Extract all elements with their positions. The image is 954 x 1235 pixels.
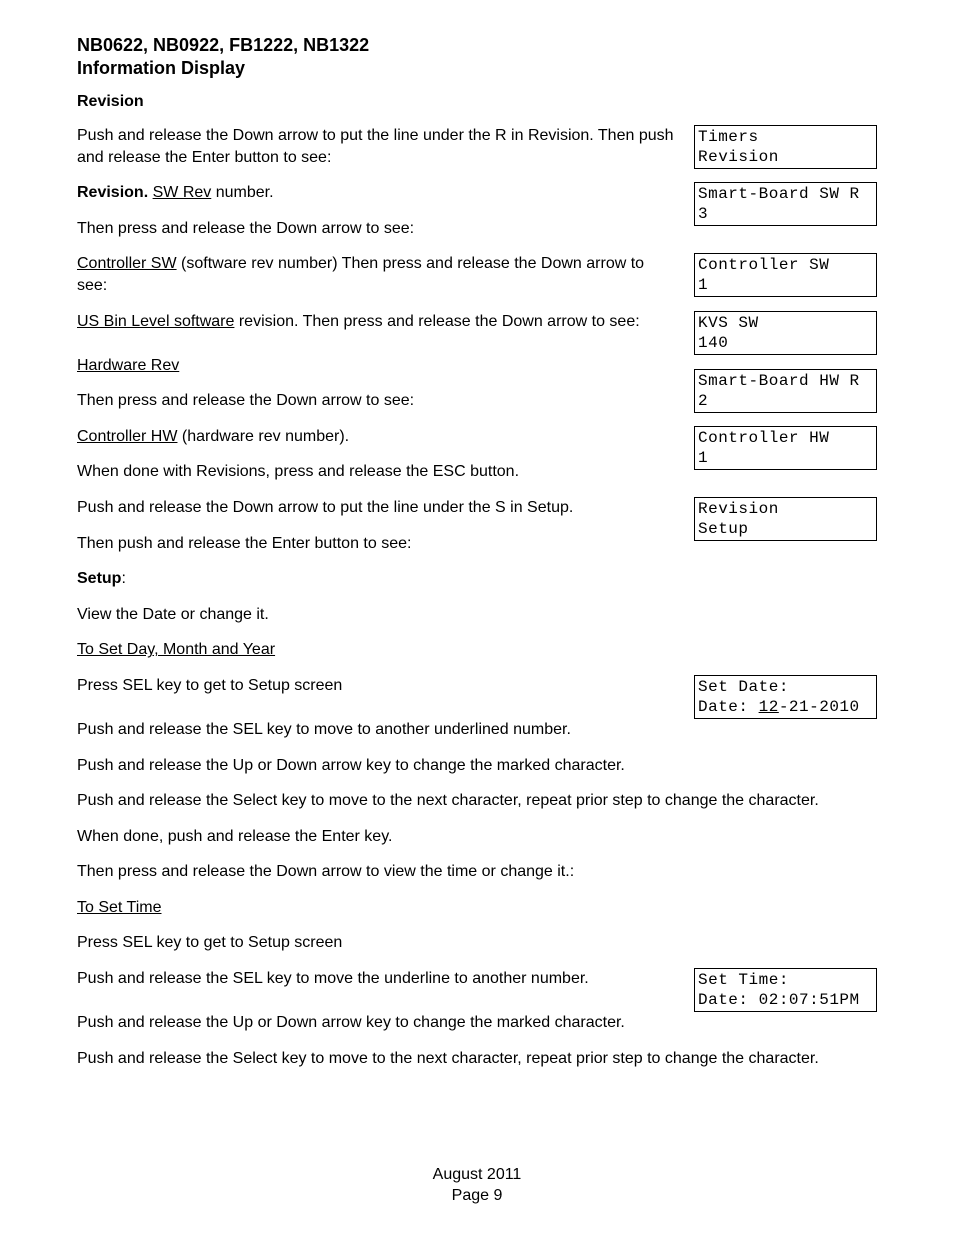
lcd-set-date: Set Date: Date: 12-21-2010 xyxy=(694,675,877,719)
page: NB0622, NB0922, FB1222, NB1322 Informati… xyxy=(0,0,954,1235)
para-enter: Then push and release the Enter button t… xyxy=(77,533,674,555)
para-view-date: View the Date or change it. xyxy=(77,604,879,626)
text-controllerhw-uline: Controller HW xyxy=(77,428,177,445)
para-sel-move-2: Push and release the SEL key to move the… xyxy=(77,968,674,990)
page-footer: August 2011 Page 9 xyxy=(0,1164,954,1207)
para-select-next-1: Push and release the Select key to move … xyxy=(77,790,879,812)
lcd-controller-sw: Controller SW 1 xyxy=(694,253,877,297)
text-usbin-uline: US Bin Level software xyxy=(77,313,234,330)
text-controllersw-uline: Controller SW xyxy=(77,255,177,272)
text-revision-bold: Revision. xyxy=(77,184,148,201)
para-revision-swrev: Revision. SW Rev number. xyxy=(77,182,674,204)
para-then-down-1: Then press and release the Down arrow to… xyxy=(77,218,674,240)
footer-date: August 2011 xyxy=(0,1164,954,1186)
lcd-set-date-l2a: Date: xyxy=(698,698,759,716)
para-updown-1: Push and release the Up or Down arrow ke… xyxy=(77,755,879,777)
text-setdate-uline: To Set Day, Month and Year xyxy=(77,641,275,658)
text-setup-colon: : xyxy=(121,570,125,587)
para-controller-hw: Controller HW (hardware rev number). xyxy=(77,426,674,448)
lcd-smartboard-hw: Smart-Board HW R 2 xyxy=(694,369,877,413)
para-esc: When done with Revisions, press and rele… xyxy=(77,461,674,483)
lcd-set-date-l1: Set Date: xyxy=(698,678,789,696)
para-setup-heading: Setup: xyxy=(77,568,879,590)
footer-page: Page 9 xyxy=(0,1185,954,1207)
revision-heading: Revision xyxy=(77,93,879,111)
text-swrev-rest: number. xyxy=(211,184,273,201)
para-setup-nav: Push and release the Down arrow to put t… xyxy=(77,497,674,519)
lcd-set-date-l2b: -21-2010 xyxy=(779,698,860,716)
info-display-line: Information Display xyxy=(77,58,879,79)
para-updown-2: Push and release the Up or Down arrow ke… xyxy=(77,1012,879,1034)
para-sel-move-1: Push and release the SEL key to move to … xyxy=(77,719,879,741)
para-then-down-2: Then press and release the Down arrow to… xyxy=(77,390,674,412)
lcd-set-time: Set Time: Date: 02:07:51PM xyxy=(694,968,877,1012)
para-down-time: Then press and release the Down arrow to… xyxy=(77,861,879,883)
para-controller-sw: Controller SW (software rev number) Then… xyxy=(77,253,674,296)
lcd-controller-hw: Controller HW 1 xyxy=(694,426,877,470)
lcd-revision-setup: Revision Setup xyxy=(694,497,877,541)
para-usbin: US Bin Level software revision. Then pre… xyxy=(77,311,674,333)
text-setup-bold: Setup xyxy=(77,570,121,587)
para-hardware-rev: Hardware Rev xyxy=(77,355,674,377)
para-sel-setup-1: Press SEL key to get to Setup screen xyxy=(77,675,674,697)
text-usbin-rest: revision. Then press and release the Dow… xyxy=(234,313,639,330)
para-select-next-2: Push and release the Select key to move … xyxy=(77,1048,879,1070)
lcd-set-date-l2u: 12 xyxy=(759,698,779,716)
text-controllerhw-rest: (hardware rev number). xyxy=(177,428,349,445)
text-swrev-uline: SW Rev xyxy=(153,184,212,201)
para-set-date-heading: To Set Day, Month and Year xyxy=(77,639,879,661)
lcd-kvs-sw: KVS SW 140 xyxy=(694,311,877,355)
text-hwrev-uline: Hardware Rev xyxy=(77,357,179,374)
para-enter-done: When done, push and release the Enter ke… xyxy=(77,826,879,848)
lcd-timers-revision: Timers Revision xyxy=(694,125,877,169)
para-sel-setup-2: Press SEL key to get to Setup screen xyxy=(77,932,879,954)
para-revision-intro: Push and release the Down arrow to put t… xyxy=(77,125,674,168)
para-set-time-heading: To Set Time xyxy=(77,897,879,919)
text-settime-uline: To Set Time xyxy=(77,899,161,916)
models-line: NB0622, NB0922, FB1222, NB1322 xyxy=(77,35,879,56)
lcd-smartboard-sw: Smart-Board SW R 3 xyxy=(694,182,877,226)
